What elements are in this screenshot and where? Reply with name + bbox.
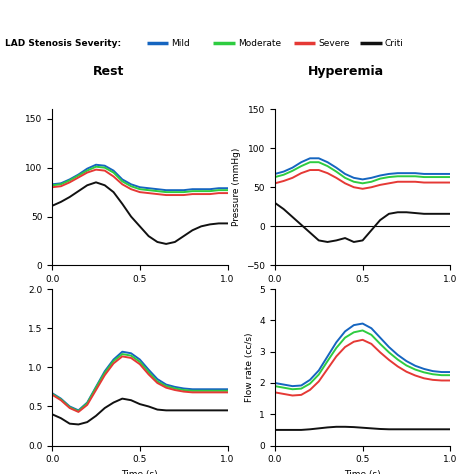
X-axis label: Time (s): Time (s) bbox=[121, 470, 158, 474]
Y-axis label: Flow rate (cc/s): Flow rate (cc/s) bbox=[245, 333, 254, 402]
Text: Pressure and Flow Waveforms: Pressure and Flow Waveforms bbox=[118, 6, 356, 20]
Y-axis label: Pressure (mmHg): Pressure (mmHg) bbox=[232, 148, 241, 227]
Text: Criti: Criti bbox=[385, 39, 404, 47]
X-axis label: Time (s): Time (s) bbox=[344, 470, 381, 474]
X-axis label: Time (s): Time (s) bbox=[344, 290, 381, 299]
Text: LAD Stenosis Severity:: LAD Stenosis Severity: bbox=[5, 39, 121, 47]
Text: Severe: Severe bbox=[319, 39, 350, 47]
Text: Moderate: Moderate bbox=[238, 39, 281, 47]
Text: Rest: Rest bbox=[93, 64, 125, 78]
Text: Mild: Mild bbox=[172, 39, 191, 47]
Text: Hyperemia: Hyperemia bbox=[308, 64, 384, 78]
X-axis label: Time (s): Time (s) bbox=[121, 290, 158, 299]
